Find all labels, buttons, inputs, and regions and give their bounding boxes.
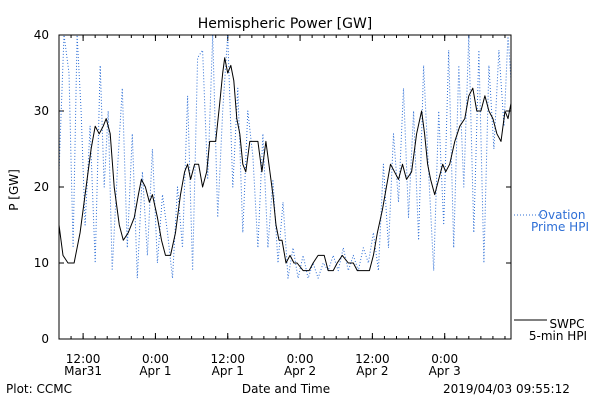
x-tick-label-date: Apr 1	[212, 364, 244, 378]
legend: SWPC 5-min HPI Ovation Prime HPI	[514, 208, 589, 343]
plot-credit: Plot: CCMC	[6, 382, 72, 396]
legend-ovation-line2: Prime HPI	[531, 220, 589, 234]
x-tick-label-date: Mar31	[64, 364, 102, 378]
plot-frame	[58, 34, 512, 340]
y-tick-label: 0	[41, 332, 49, 346]
swpc-5min-hpi-line	[58, 57, 512, 272]
plot-timestamp: 2019/04/03 09:55:12	[443, 382, 570, 396]
legend-swpc-line1: SWPC	[549, 317, 584, 331]
y-tick-label: 40	[34, 28, 49, 42]
ovation-prime-hpi-line	[58, 34, 512, 279]
x-axis-label: Date and Time	[242, 382, 330, 396]
x-tick-label-date: Apr 1	[139, 364, 171, 378]
x-tick-label: 0:00	[287, 352, 314, 366]
legend-ovation-line1: Ovation	[539, 208, 586, 222]
y-tick-label: 30	[34, 104, 49, 118]
x-tick-label-date: Apr 2	[284, 364, 316, 378]
x-tick-label: 12:00	[66, 352, 101, 366]
x-tick-label-date: Apr 3	[429, 364, 461, 378]
y-tick-label: 10	[34, 256, 49, 270]
y-tick-label: 20	[34, 180, 49, 194]
x-tick-label: 0:00	[431, 352, 458, 366]
y-axis-label: P [GW]	[7, 169, 21, 211]
legend-swpc-line2: 5-min HPI	[529, 329, 587, 343]
chart-title: Hemispheric Power [GW]	[198, 16, 373, 32]
x-tick-label: 12:00	[355, 352, 390, 366]
x-tick-label-date: Apr 2	[356, 364, 388, 378]
x-tick-label: 0:00	[142, 352, 169, 366]
x-tick-label: 12:00	[210, 352, 245, 366]
